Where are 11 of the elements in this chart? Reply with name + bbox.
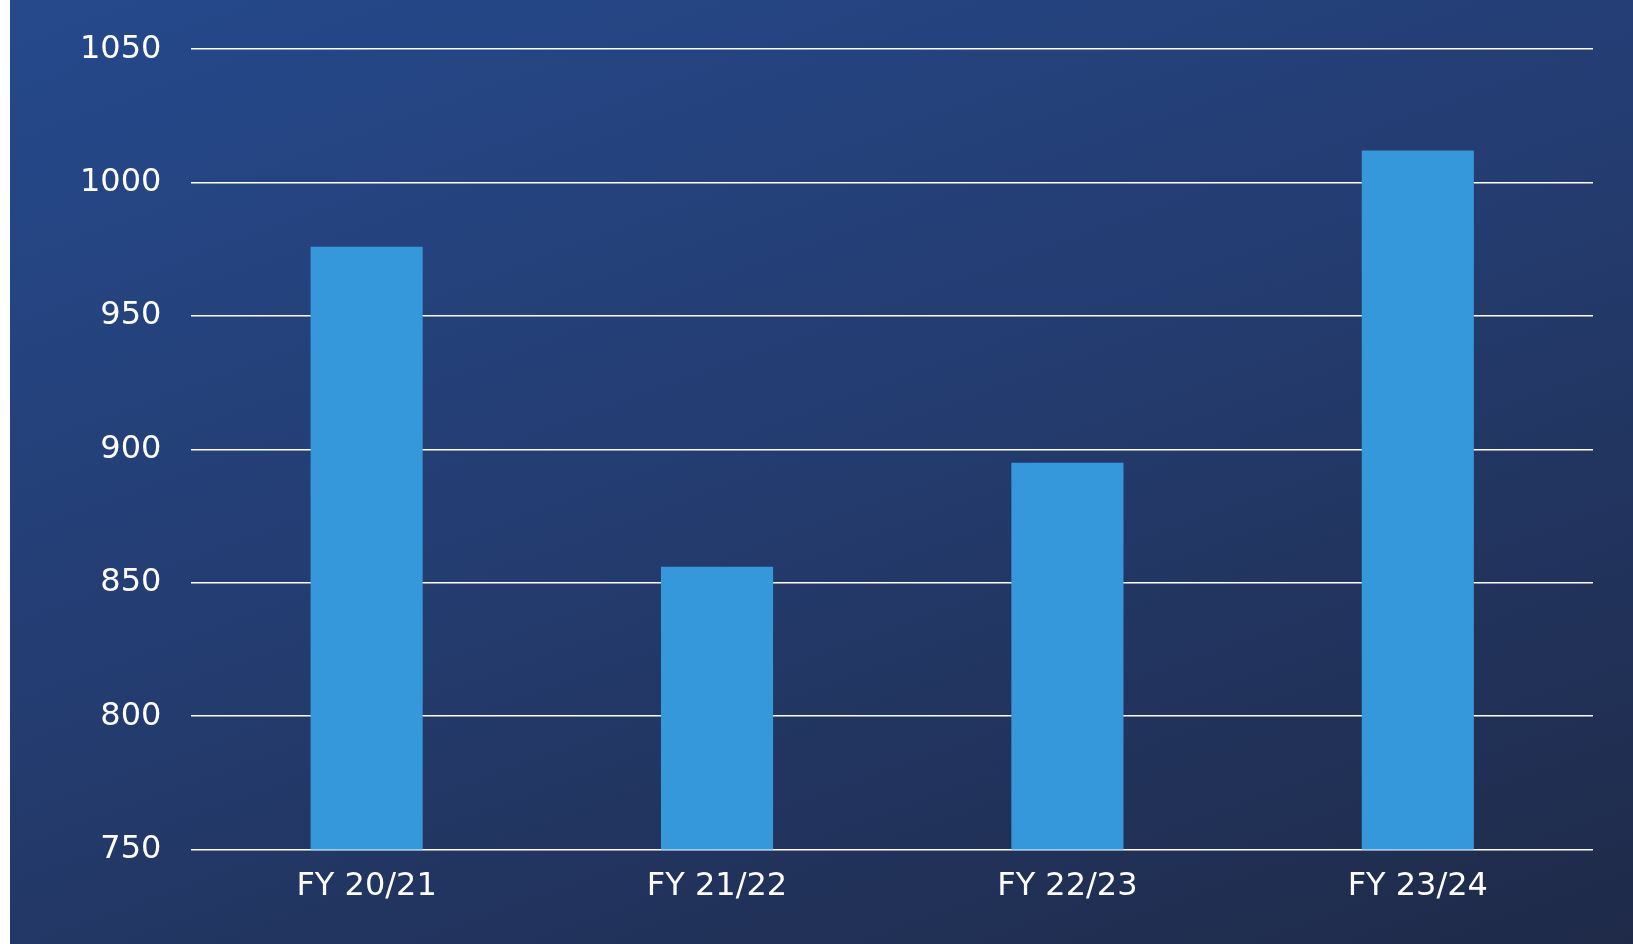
y-tick-label: 750	[100, 827, 162, 866]
x-tick-label: FY 22/23	[997, 865, 1138, 904]
y-tick-label: 850	[100, 561, 162, 600]
y-tick-label: 1000	[80, 160, 162, 199]
x-tick-label: FY 20/21	[296, 865, 437, 904]
x-tick-label: FY 23/24	[1347, 865, 1488, 904]
x-tick-label: FY 21/22	[646, 865, 788, 904]
y-tick-label: 1050	[80, 27, 162, 66]
y-tick-label: 800	[100, 694, 162, 733]
y-tick-label: 950	[100, 294, 162, 333]
y-tick-label: 900	[100, 427, 162, 466]
